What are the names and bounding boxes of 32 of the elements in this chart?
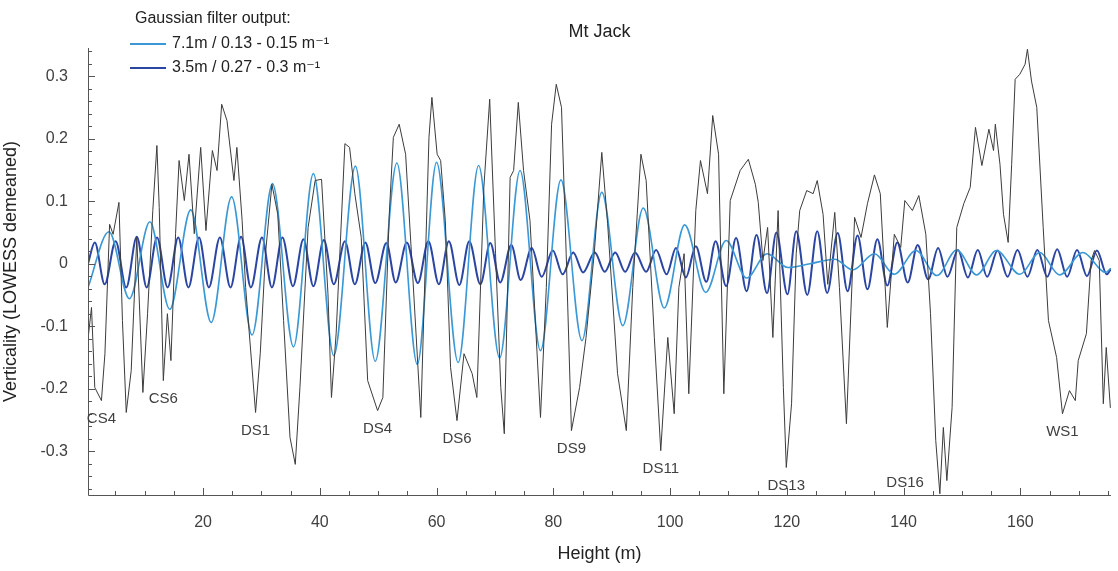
y-tick-label: 0.2 — [45, 129, 69, 147]
x-tick-label: 40 — [310, 513, 329, 531]
annotation: DS11 — [642, 458, 679, 476]
x-tick-label: 120 — [773, 513, 801, 531]
x-tick-label: 80 — [544, 513, 563, 531]
annotation: DS16 — [886, 473, 924, 491]
x-tick-label: 140 — [890, 513, 918, 531]
y-tick-label: 0 — [59, 254, 69, 272]
y-axis-title: Verticality (LOWESS demeaned) — [0, 140, 20, 403]
x-tick-label: 100 — [656, 513, 684, 531]
x-tick-label: 60 — [427, 513, 446, 531]
line-series — [88, 161, 1111, 366]
x-tick-label: 160 — [1007, 513, 1034, 531]
y-tick-label: 0.1 — [45, 191, 69, 209]
legend-label: 3.5m / 0.27 - 0.3 m⁻¹ — [172, 58, 321, 76]
y-tick-label: -0.3 — [40, 441, 69, 459]
annotation: CS6 — [148, 388, 178, 406]
y-tick-label: -0.1 — [40, 316, 69, 334]
annotation: DS1 — [240, 420, 271, 438]
annotation: WS1 — [1046, 421, 1079, 439]
y-tick-label: 0.3 — [45, 66, 69, 84]
annotation: DS4 — [363, 418, 393, 436]
annotation: DS13 — [767, 475, 806, 493]
x-tick-label: 20 — [194, 513, 213, 531]
legend-title: Gaussian filter output: — [135, 9, 291, 27]
annotation: DS6 — [442, 428, 472, 446]
x-axis-title: Height (m) — [557, 543, 642, 564]
chart-title: Mt Jack — [568, 20, 632, 41]
legend-label: 7.1m / 0.13 - 0.15 m⁻¹ — [172, 34, 329, 52]
y-tick-label: -0.2 — [40, 379, 69, 397]
line-series — [88, 230, 1111, 296]
annotation: DS9 — [556, 438, 587, 456]
